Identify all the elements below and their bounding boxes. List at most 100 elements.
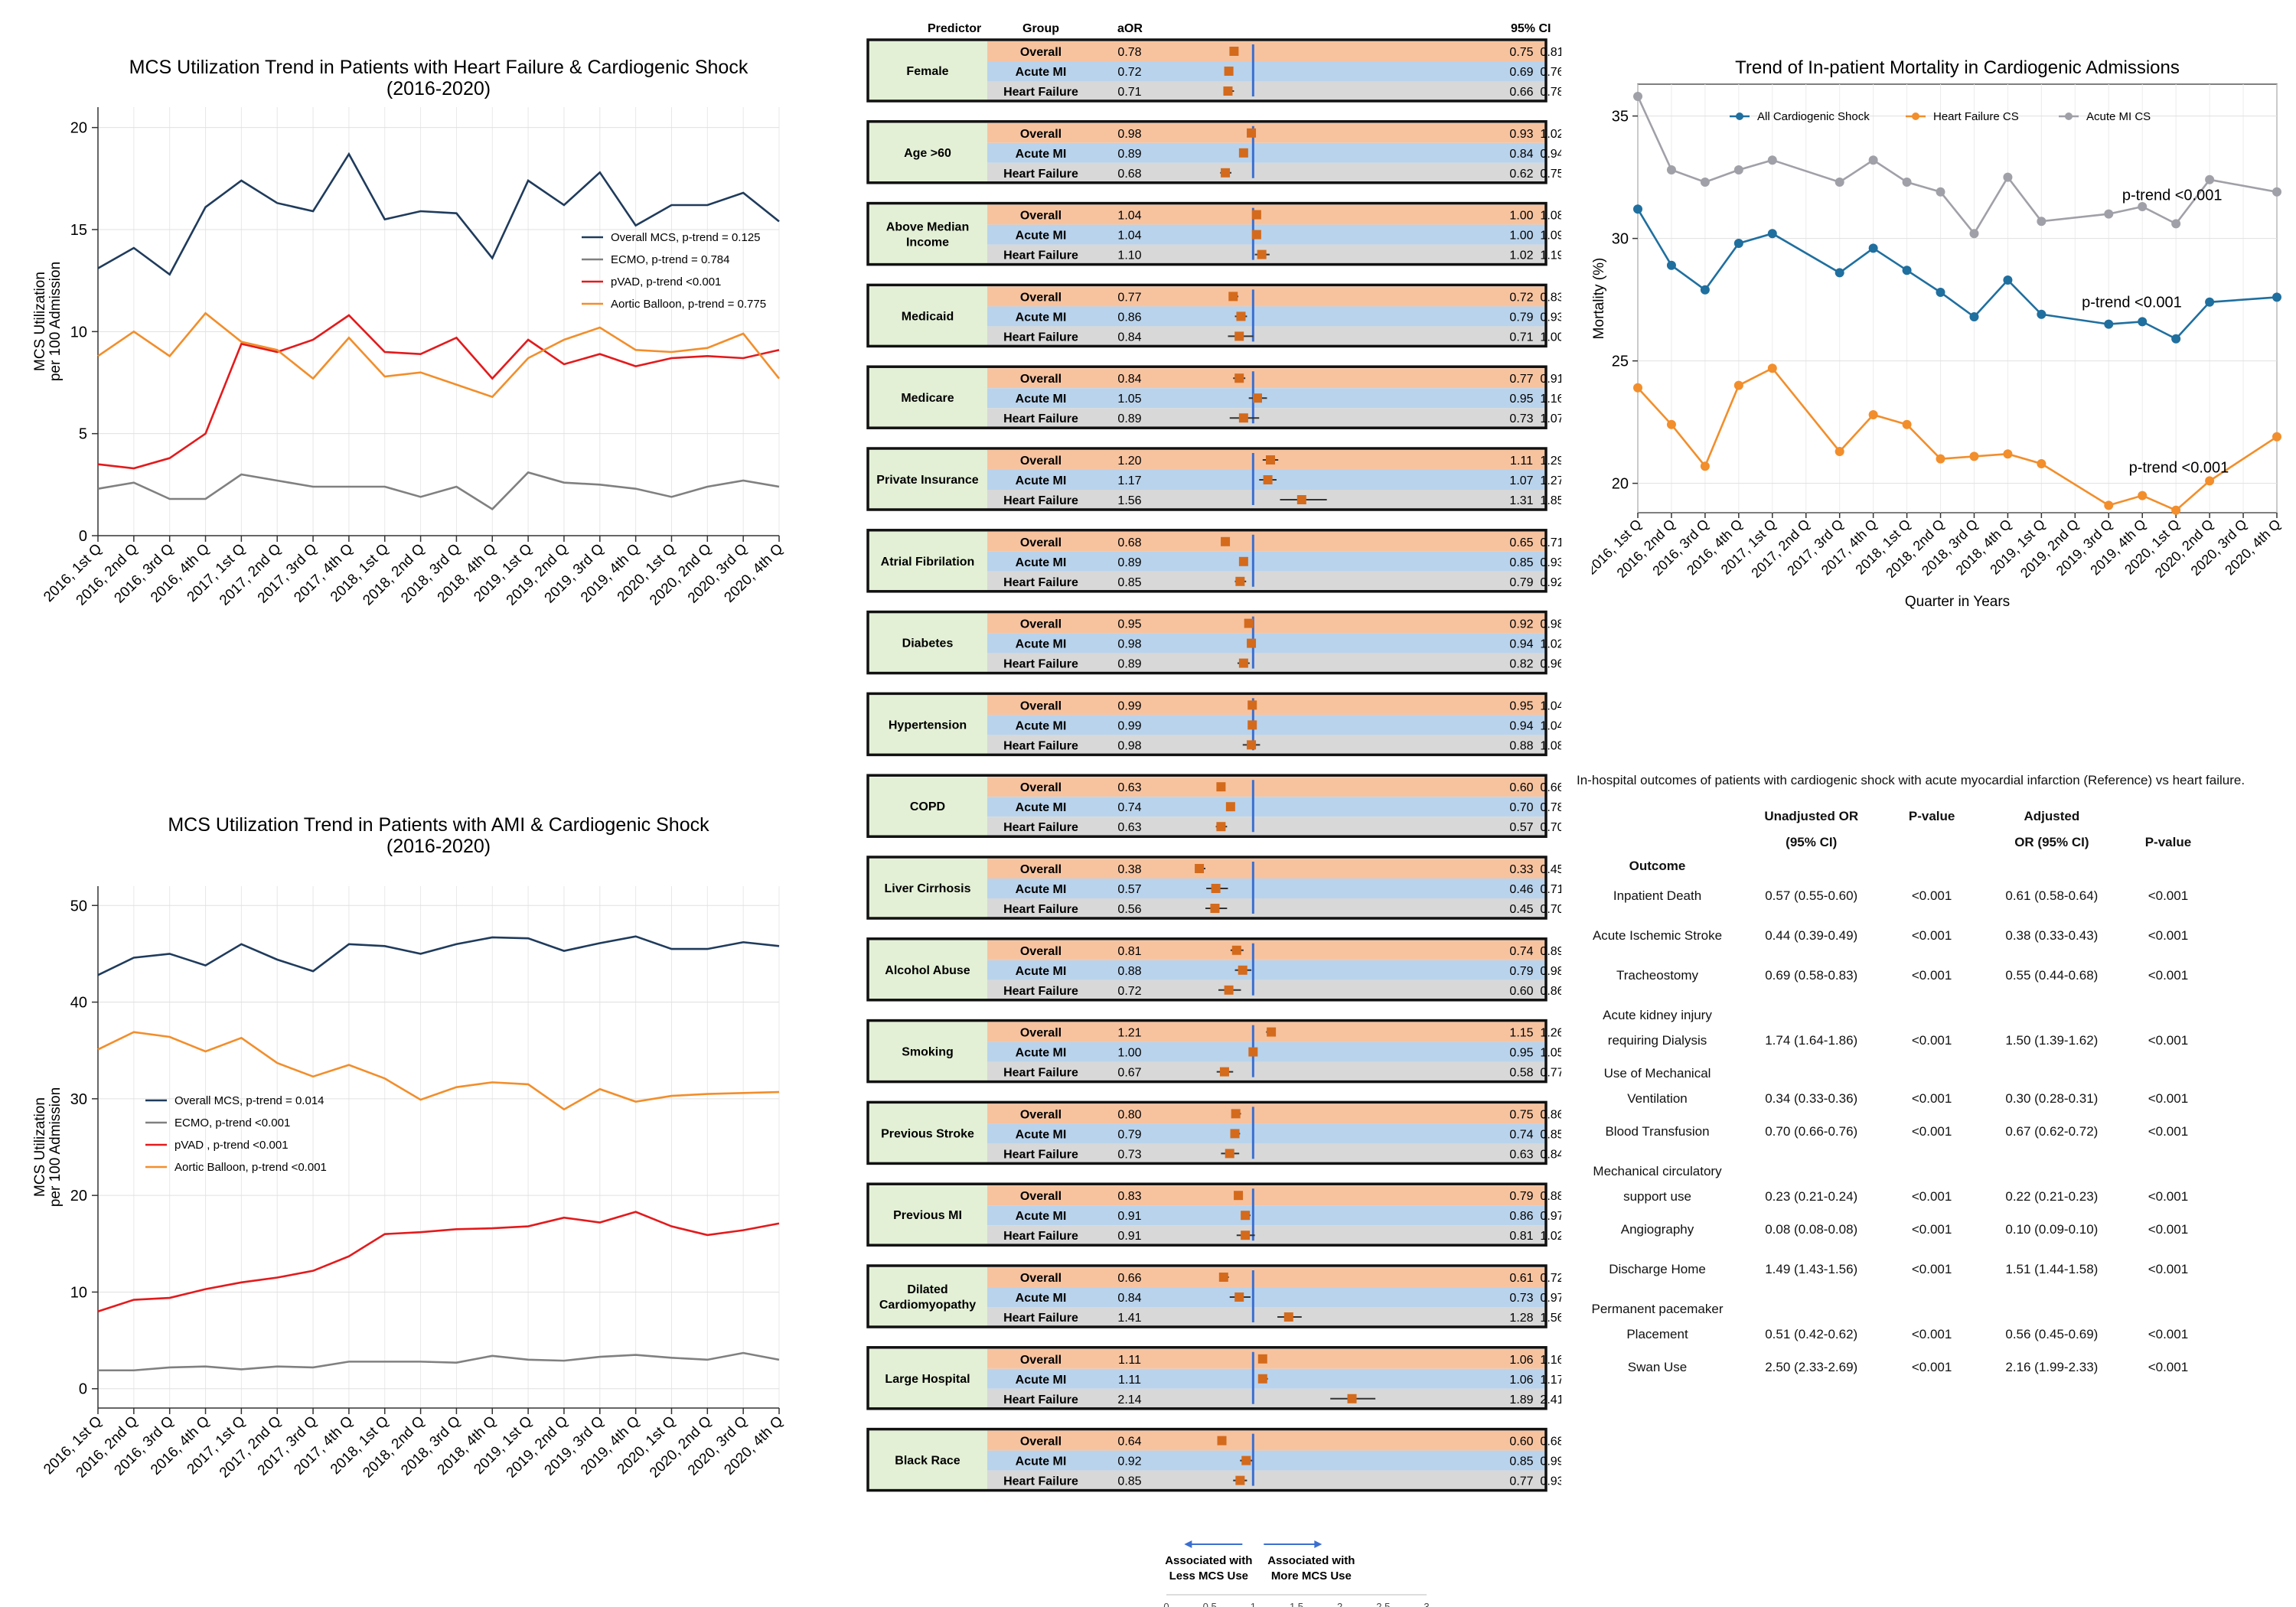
adjusted-p-cell: <0.001 xyxy=(2148,1189,2189,1204)
group-label: Acute MI xyxy=(1016,556,1067,569)
predictor-label-cell xyxy=(868,1267,987,1327)
aor-value: 0.99 xyxy=(1117,719,1141,732)
predictor-label-cell xyxy=(868,368,987,429)
outcome-label-line: requiring Dialysis xyxy=(1607,1033,1707,1048)
ci-high: 1.09 xyxy=(1540,230,1561,243)
row-background xyxy=(987,162,1546,183)
predictor-block-border xyxy=(866,774,1548,838)
y-tick-label: 20 xyxy=(1612,476,1629,493)
ci-low: 0.94 xyxy=(1509,719,1533,732)
series-point-0 xyxy=(2171,334,2181,344)
row-background xyxy=(987,1205,1546,1226)
ci-low: 0.57 xyxy=(1509,821,1533,834)
series-point-1 xyxy=(2272,432,2281,442)
outcomes-body: Inpatient Death 0.57 (0.55-0.60) <0.001 0.6… xyxy=(1577,875,2212,1387)
row-background xyxy=(987,571,1546,592)
ci-high: 0.86 xyxy=(1540,985,1561,998)
aor-value: 0.84 xyxy=(1117,331,1141,344)
table-header-row-2: Outcome xyxy=(1577,857,2212,875)
group-label: Overall xyxy=(1020,1027,1062,1040)
group-label: Heart Failure xyxy=(1003,494,1078,507)
y-axis-label-line2: per 100 Admission xyxy=(47,262,64,381)
predictor-block-border xyxy=(866,365,1548,429)
aor-marker xyxy=(1267,1027,1277,1037)
adjusted-p-cell: <0.001 xyxy=(2148,1123,2189,1139)
ci-high: 1.85 xyxy=(1540,494,1561,507)
header-adjusted-or: Adjusted OR (95% CI) xyxy=(1979,802,2125,857)
ci-low: 0.61 xyxy=(1509,1272,1533,1285)
aor-marker xyxy=(1241,1231,1251,1240)
ci-high: 0.91 xyxy=(1540,373,1561,386)
predictor-label-cell xyxy=(868,1430,987,1491)
ci-low: 0.74 xyxy=(1509,945,1533,958)
y-tick-label: 15 xyxy=(70,222,87,239)
row-background xyxy=(987,286,1546,307)
row-background xyxy=(987,1041,1546,1062)
ci-high: 0.92 xyxy=(1540,576,1561,589)
aor-value: 0.88 xyxy=(1117,965,1141,978)
row-background xyxy=(987,1143,1546,1164)
series-point-1 xyxy=(1700,461,1710,471)
annotation-0: p-trend <0.001 xyxy=(2122,187,2223,204)
series-point-0 xyxy=(2037,309,2047,319)
ci-high: 0.78 xyxy=(1540,86,1561,99)
group-label: Acute MI xyxy=(1016,1455,1067,1468)
unadjusted-or-cell: 1.74 (1.64-1.86) xyxy=(1765,1033,1858,1048)
aor-marker xyxy=(1236,311,1246,321)
table-row: Swan Use 2.50 (2.33-2.69) <0.001 2.16 (1.99… xyxy=(1577,1347,2212,1387)
aor-marker xyxy=(1247,638,1257,648)
y-tick-label: 20 xyxy=(70,120,87,137)
ci-high: 2.41 xyxy=(1540,1393,1561,1407)
outcome-cell: Angiography xyxy=(1577,1209,1738,1249)
outcome-label-line: Permanent pacemaker xyxy=(1591,1302,1724,1316)
ci-high: 0.99 xyxy=(1540,1455,1561,1468)
outcome-label-line: Acute Ischemic Stroke xyxy=(1592,927,1723,943)
chart-subtitle: (2016-2020) xyxy=(386,78,491,99)
group-label: Overall xyxy=(1020,455,1062,468)
row-background xyxy=(987,980,1546,1000)
series-line-3 xyxy=(97,311,781,399)
predictor-label-line1: Above Median xyxy=(886,221,969,234)
group-label: Heart Failure xyxy=(1003,249,1078,262)
outcome-label-line: Inpatient Death xyxy=(1613,888,1702,903)
series-point-1 xyxy=(2138,491,2148,500)
ci-low: 0.46 xyxy=(1509,883,1533,896)
unadjusted-or-cell: 0.23 (0.21-0.24) xyxy=(1765,1189,1858,1204)
y-tick-label: 10 xyxy=(70,324,87,341)
aor-marker xyxy=(1247,720,1257,730)
group-label: Overall xyxy=(1020,1436,1062,1449)
aor-marker xyxy=(1257,1374,1267,1384)
aor-marker xyxy=(1235,1475,1245,1485)
unadjusted-p-cell: <0.001 xyxy=(1911,1123,1952,1139)
header-blank-2 xyxy=(1884,857,1978,875)
aor-value: 1.17 xyxy=(1117,474,1141,487)
aor-marker xyxy=(1225,802,1235,812)
aor-value: 0.68 xyxy=(1117,168,1141,181)
ci-low: 1.00 xyxy=(1509,210,1533,223)
aor-value: 0.56 xyxy=(1117,903,1141,916)
aor-marker xyxy=(1251,230,1261,240)
row-background xyxy=(987,1388,1546,1409)
outcome-label-line: Angiography xyxy=(1620,1221,1694,1237)
aor-marker xyxy=(1257,249,1267,259)
ci-high: 1.27 xyxy=(1540,474,1561,487)
unadjusted-p-cell: <0.001 xyxy=(1911,967,1952,983)
outcome-cell: Inpatient Death xyxy=(1577,875,1738,915)
table-row: Tracheostomy 0.69 (0.58-0.83) <0.001 0.55 (… xyxy=(1577,955,2212,995)
aor-value: 1.00 xyxy=(1117,1047,1141,1060)
predictor-label: Atrial Fibrilation xyxy=(881,556,975,569)
aor-value: 0.80 xyxy=(1117,1108,1141,1121)
header-unadj-pvalue: P-value xyxy=(1884,802,1978,857)
aor-marker xyxy=(1251,210,1261,220)
row-background xyxy=(987,777,1546,797)
aor-value: 0.85 xyxy=(1117,576,1141,589)
ci-high: 0.97 xyxy=(1540,1292,1561,1305)
aor-marker xyxy=(1229,47,1239,56)
series-point-0 xyxy=(1835,268,1844,278)
aor-value: 0.74 xyxy=(1117,801,1141,814)
aor-value: 1.11 xyxy=(1118,1374,1141,1387)
header-unadjusted-or: Unadjusted OR (95% CI) xyxy=(1738,802,1884,857)
predictor-label-cell xyxy=(868,450,987,510)
series-line-1 xyxy=(97,471,780,510)
group-label: Acute MI xyxy=(1016,311,1067,324)
